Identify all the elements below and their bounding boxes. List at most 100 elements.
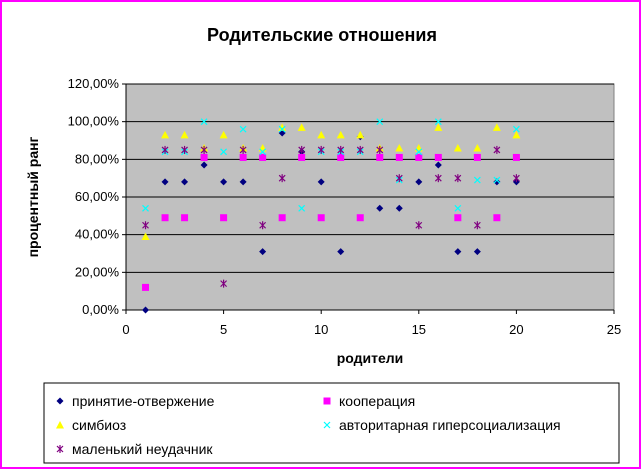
data-point-series-2 xyxy=(434,153,442,161)
legend-item: принятие-отвержение xyxy=(56,393,215,409)
data-point-series-1 xyxy=(161,178,169,186)
data-point-series-4 xyxy=(512,125,520,133)
data-point-series-2 xyxy=(220,214,228,222)
data-point-series-1 xyxy=(259,248,267,256)
data-point-series-1 xyxy=(376,204,384,212)
data-point-series-4 xyxy=(200,118,208,126)
gridlines xyxy=(126,83,614,273)
data-point-series-3 xyxy=(453,144,462,152)
data-point-series-4 xyxy=(220,148,228,156)
y-tick-label: 120,00% xyxy=(68,76,120,91)
y-tick-label: 60,00% xyxy=(75,189,120,204)
data-point-series-2 xyxy=(493,214,501,222)
y-tick-label: 40,00% xyxy=(75,227,120,242)
data-point-series-5 xyxy=(161,145,169,154)
data-point-series-5 xyxy=(142,221,149,230)
data-point-series-1 xyxy=(415,178,423,186)
data-point-series-5 xyxy=(259,221,267,230)
data-point-series-2 xyxy=(181,214,189,222)
legend-label: маленький неудачник xyxy=(72,441,213,457)
data-point-series-3 xyxy=(161,130,170,139)
data-point-series-2 xyxy=(298,153,306,161)
data-point-series-4 xyxy=(454,204,462,212)
data-point-series-4 xyxy=(493,176,501,184)
data-point-series-4 xyxy=(473,176,481,184)
data-point-series-3 xyxy=(317,130,326,139)
y-axis-label: процентный ранг xyxy=(25,136,41,257)
data-point-series-2 xyxy=(415,153,423,161)
legend-label: кооперация xyxy=(339,393,415,409)
data-point-series-3 xyxy=(512,130,521,139)
chart-title: Родительские отношения xyxy=(207,25,437,45)
data-point-series-3 xyxy=(395,144,404,152)
data-point-series-4 xyxy=(278,125,286,133)
data-point-series-2 xyxy=(200,153,208,161)
data-point-series-2 xyxy=(376,153,384,161)
data-point-series-1 xyxy=(317,178,325,186)
x-tick-label: 10 xyxy=(314,322,328,337)
data-point-series-4 xyxy=(415,148,423,156)
data-point-series-2 xyxy=(239,153,247,161)
data-points xyxy=(141,118,521,314)
data-point-series-5 xyxy=(278,174,286,183)
data-point-series-4 xyxy=(142,204,149,212)
data-point-series-2 xyxy=(356,214,364,222)
data-point-series-3 xyxy=(219,130,228,139)
data-point-series-2 xyxy=(395,153,403,161)
y-tick-label: 0,00% xyxy=(82,302,119,317)
legend-marker xyxy=(56,445,64,453)
data-point-series-3 xyxy=(297,123,306,131)
x-tick-labels: 0 5 10 15 20 25 xyxy=(122,322,621,337)
legend-box xyxy=(43,382,620,464)
y-tick-label: 80,00% xyxy=(75,151,120,166)
legend-label: авторитарная гиперсоциализация xyxy=(339,417,561,433)
data-point-series-4 xyxy=(259,148,267,156)
data-point-series-1 xyxy=(395,204,403,212)
legend-item: кооперация xyxy=(323,393,415,409)
x-tick-label: 0 xyxy=(122,322,129,337)
data-point-series-2 xyxy=(454,214,462,222)
legend-label: симбиоз xyxy=(72,417,126,433)
x-axis-label: родители xyxy=(337,350,404,366)
data-point-series-2 xyxy=(142,283,150,291)
data-point-series-3 xyxy=(492,123,501,131)
data-point-series-1 xyxy=(337,248,345,256)
data-point-series-5 xyxy=(181,145,188,154)
data-point-series-5 xyxy=(395,174,403,183)
x-tick-label: 15 xyxy=(412,322,426,337)
y-tick-label: 20,00% xyxy=(75,264,120,279)
data-point-series-5 xyxy=(200,145,208,154)
data-point-series-1 xyxy=(220,178,228,186)
data-point-series-1 xyxy=(239,178,247,186)
data-point-series-5 xyxy=(337,145,345,154)
legend-marker xyxy=(56,397,64,405)
y-tick-label: 100,00% xyxy=(68,114,120,129)
data-point-series-2 xyxy=(161,214,169,222)
data-point-series-2 xyxy=(259,153,267,161)
legend-marker xyxy=(323,397,331,405)
data-point-series-5 xyxy=(239,145,247,154)
data-point-series-3 xyxy=(278,123,287,131)
legend-item: авторитарная гиперсоциализация xyxy=(323,417,561,433)
data-point-series-2 xyxy=(278,214,286,222)
data-point-series-2 xyxy=(337,153,345,161)
data-point-series-3 xyxy=(141,232,150,241)
data-point-series-3 xyxy=(434,123,443,131)
data-point-series-5 xyxy=(356,145,364,154)
data-point-series-5 xyxy=(454,174,462,183)
data-point-series-1 xyxy=(493,178,501,186)
data-point-series-3 xyxy=(336,130,345,139)
legend-label: принятие-отвержение xyxy=(72,393,215,409)
data-point-series-5 xyxy=(415,221,423,230)
y-tick-labels: 0,00% 20,00% 40,00% 60,00% 80,00% 100,00% 120,… xyxy=(68,76,120,317)
data-point-series-2 xyxy=(473,153,481,161)
data-point-series-5 xyxy=(220,279,228,288)
data-point-series-3 xyxy=(473,144,482,152)
x-tick-label: 5 xyxy=(220,322,227,337)
legend-marker xyxy=(56,421,64,429)
data-point-series-1 xyxy=(454,248,462,256)
data-point-series-1 xyxy=(181,178,189,186)
data-point-series-5 xyxy=(434,174,442,183)
